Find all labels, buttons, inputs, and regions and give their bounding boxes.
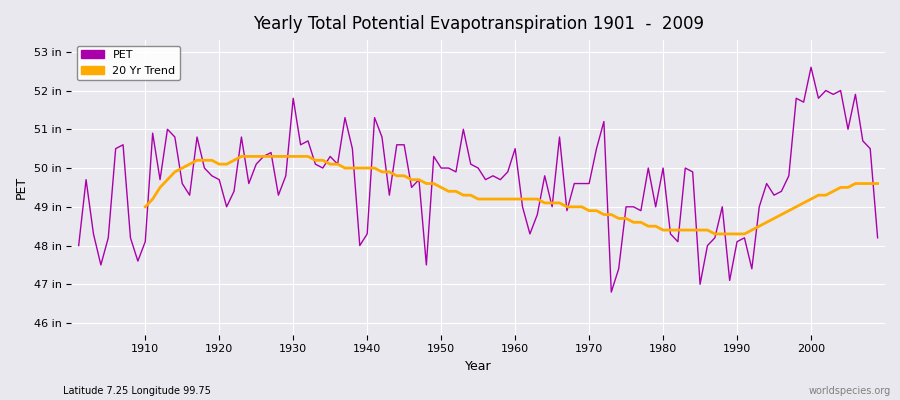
Title: Yearly Total Potential Evapotranspiration 1901  -  2009: Yearly Total Potential Evapotranspiratio…: [253, 15, 704, 33]
Legend: PET, 20 Yr Trend: PET, 20 Yr Trend: [76, 46, 180, 80]
Text: worldspecies.org: worldspecies.org: [809, 386, 891, 396]
Text: Latitude 7.25 Longitude 99.75: Latitude 7.25 Longitude 99.75: [63, 386, 211, 396]
Y-axis label: PET: PET: [15, 176, 28, 199]
X-axis label: Year: Year: [464, 360, 491, 373]
